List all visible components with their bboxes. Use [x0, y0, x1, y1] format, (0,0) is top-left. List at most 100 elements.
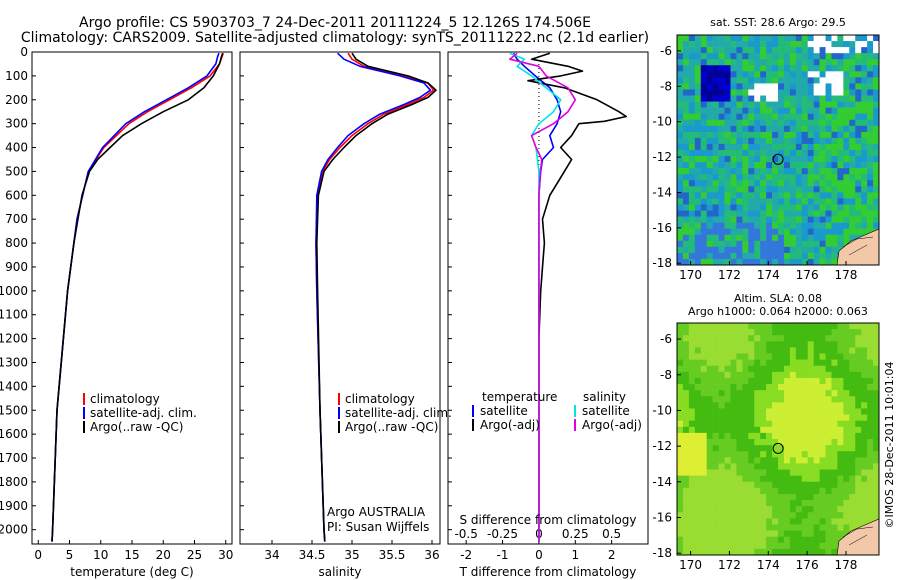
map-cell	[807, 500, 814, 507]
map-cell	[831, 439, 838, 446]
map-cell	[730, 377, 737, 385]
map-cell	[825, 335, 832, 342]
map-cell	[837, 119, 844, 127]
map-cell	[760, 192, 767, 199]
map-cell	[730, 77, 737, 84]
map-cell	[700, 65, 707, 72]
map-cell	[873, 101, 880, 108]
map-cell	[819, 457, 826, 464]
map-cell	[742, 131, 749, 139]
map-cell	[766, 59, 773, 66]
map-cell	[795, 119, 803, 127]
map-cell	[736, 35, 743, 42]
map-cell	[772, 384, 779, 391]
map-cell	[772, 47, 779, 54]
map-cell	[843, 365, 850, 373]
map-cell	[801, 131, 808, 139]
x-tick-label: 25	[187, 548, 202, 562]
map-cell	[843, 174, 850, 181]
map-cell	[867, 475, 874, 483]
title-line-2: Climatology: CARS2009. Satellite-adjuste…	[21, 30, 649, 46]
map-cell	[778, 457, 785, 464]
map-cell	[831, 222, 838, 229]
map-cell	[730, 542, 737, 550]
map-cell	[688, 445, 696, 452]
map-cell	[760, 481, 767, 489]
map-cell	[837, 137, 844, 145]
map-cell	[783, 113, 791, 121]
map-cell	[819, 506, 826, 513]
map-cell	[772, 234, 779, 242]
map-cell	[712, 143, 719, 151]
map-cell	[736, 512, 743, 519]
map-cell	[766, 439, 773, 446]
map-cell	[873, 59, 880, 66]
map-cell	[694, 143, 702, 151]
map-cell	[855, 210, 862, 217]
map-cell	[677, 506, 684, 513]
map-cell	[855, 396, 862, 403]
map-cell	[677, 341, 684, 348]
map-cell	[837, 192, 844, 199]
map-cell	[724, 180, 731, 187]
map-cell	[778, 168, 785, 175]
map-cell	[801, 420, 808, 428]
map-cell	[706, 89, 713, 96]
map-cell	[742, 493, 749, 501]
map-cell	[855, 335, 862, 342]
map-cell	[795, 469, 803, 476]
map-cell	[700, 396, 707, 403]
map-cell	[807, 150, 814, 157]
lat-tick-label: -6	[660, 332, 672, 346]
map-cell	[813, 420, 820, 428]
map-cell	[772, 65, 779, 72]
map-cell	[718, 341, 725, 348]
map-cell	[807, 89, 814, 96]
map-cell	[772, 216, 779, 223]
map-cell	[760, 439, 767, 446]
map-cell	[694, 439, 702, 446]
map-cell	[789, 420, 797, 428]
map-cell	[766, 396, 773, 403]
sst-map	[677, 35, 880, 266]
map-cell	[748, 150, 755, 157]
map-cell	[801, 101, 808, 108]
map-cell	[783, 35, 791, 42]
map-cell	[730, 439, 737, 446]
map-cell	[760, 487, 767, 495]
map-cell	[682, 548, 690, 556]
map-cell	[819, 487, 826, 495]
map-cell	[778, 487, 785, 495]
map-cell	[677, 469, 684, 476]
map-cell	[867, 47, 874, 54]
map-cell	[819, 222, 826, 229]
map-cell	[783, 457, 791, 464]
map-cell	[819, 359, 826, 367]
map-cell	[742, 143, 749, 151]
map-cell	[694, 432, 702, 440]
map-cell	[700, 234, 707, 242]
map-cell	[801, 487, 808, 495]
map-cell	[682, 347, 690, 354]
map-cell	[712, 95, 719, 102]
map-cell	[712, 347, 719, 354]
map-cell	[760, 41, 767, 48]
map-cell	[677, 512, 684, 519]
map-cell	[718, 89, 725, 96]
map-cell	[849, 192, 856, 199]
map-cell	[837, 371, 844, 379]
map-cell	[831, 150, 838, 157]
map-cell	[677, 548, 684, 556]
map-cell	[819, 542, 826, 550]
map-cell	[843, 168, 850, 175]
map-cell	[677, 493, 684, 501]
map-cell	[724, 252, 731, 260]
map-cell	[766, 341, 773, 348]
map-cell	[712, 481, 719, 489]
map-cell	[873, 365, 880, 373]
map-cell	[706, 542, 713, 550]
map-cell	[813, 95, 820, 102]
map-cell	[789, 258, 797, 266]
map-cell	[694, 180, 702, 187]
map-cell	[742, 524, 749, 531]
